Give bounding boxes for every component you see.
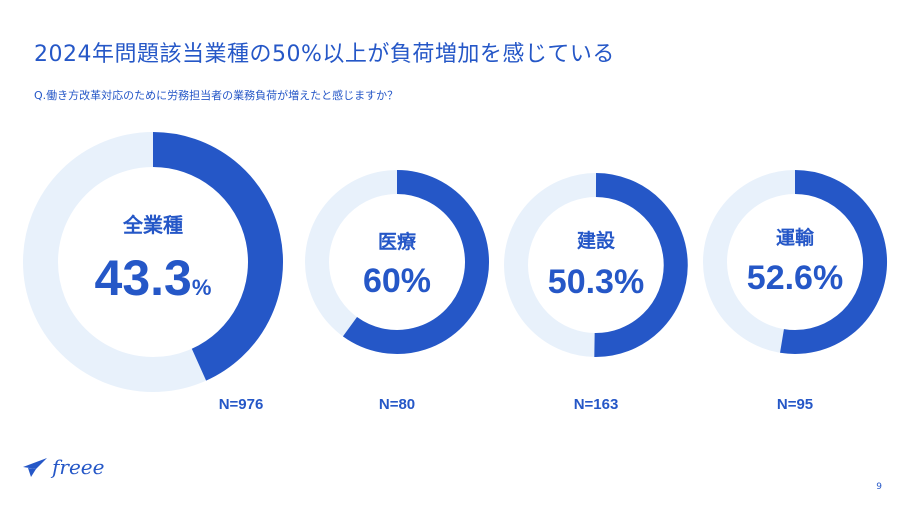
page-title: 2024年問題該当業種の50%以上が負荷増加を感じている bbox=[34, 42, 615, 67]
donut-name-transport: 運輸 bbox=[776, 226, 815, 249]
freee-logo: freee bbox=[22, 455, 104, 479]
page-number: 9 bbox=[876, 482, 882, 492]
donut-slice-construction bbox=[594, 173, 688, 357]
donut-name-medical: 医療 bbox=[378, 230, 417, 253]
donut-slice-all bbox=[152, 132, 283, 381]
n-label-all: N=976 bbox=[218, 396, 264, 413]
donut-slice-transport bbox=[780, 170, 888, 354]
survey-question: Q.働き方改革対応のために労務担当者の業務負荷が増えたと感じますか？ bbox=[34, 89, 399, 102]
n-label-construction: N=163 bbox=[573, 396, 619, 413]
donut-value-all: 43.3% bbox=[95, 250, 212, 306]
donut-slice-medical bbox=[342, 170, 489, 354]
donut-name-all: 全業種 bbox=[122, 213, 183, 237]
donut-value-transport: 52.6% bbox=[747, 259, 843, 297]
n-label-medical: N=80 bbox=[378, 396, 416, 413]
donut-name-construction: 建設 bbox=[577, 229, 616, 252]
bird-icon bbox=[23, 458, 47, 477]
n-label-transport: N=95 bbox=[776, 396, 814, 413]
donut-value-construction: 50.3% bbox=[548, 263, 644, 301]
logo-text: freee bbox=[52, 455, 105, 479]
donut-value-medical: 60% bbox=[363, 262, 431, 300]
